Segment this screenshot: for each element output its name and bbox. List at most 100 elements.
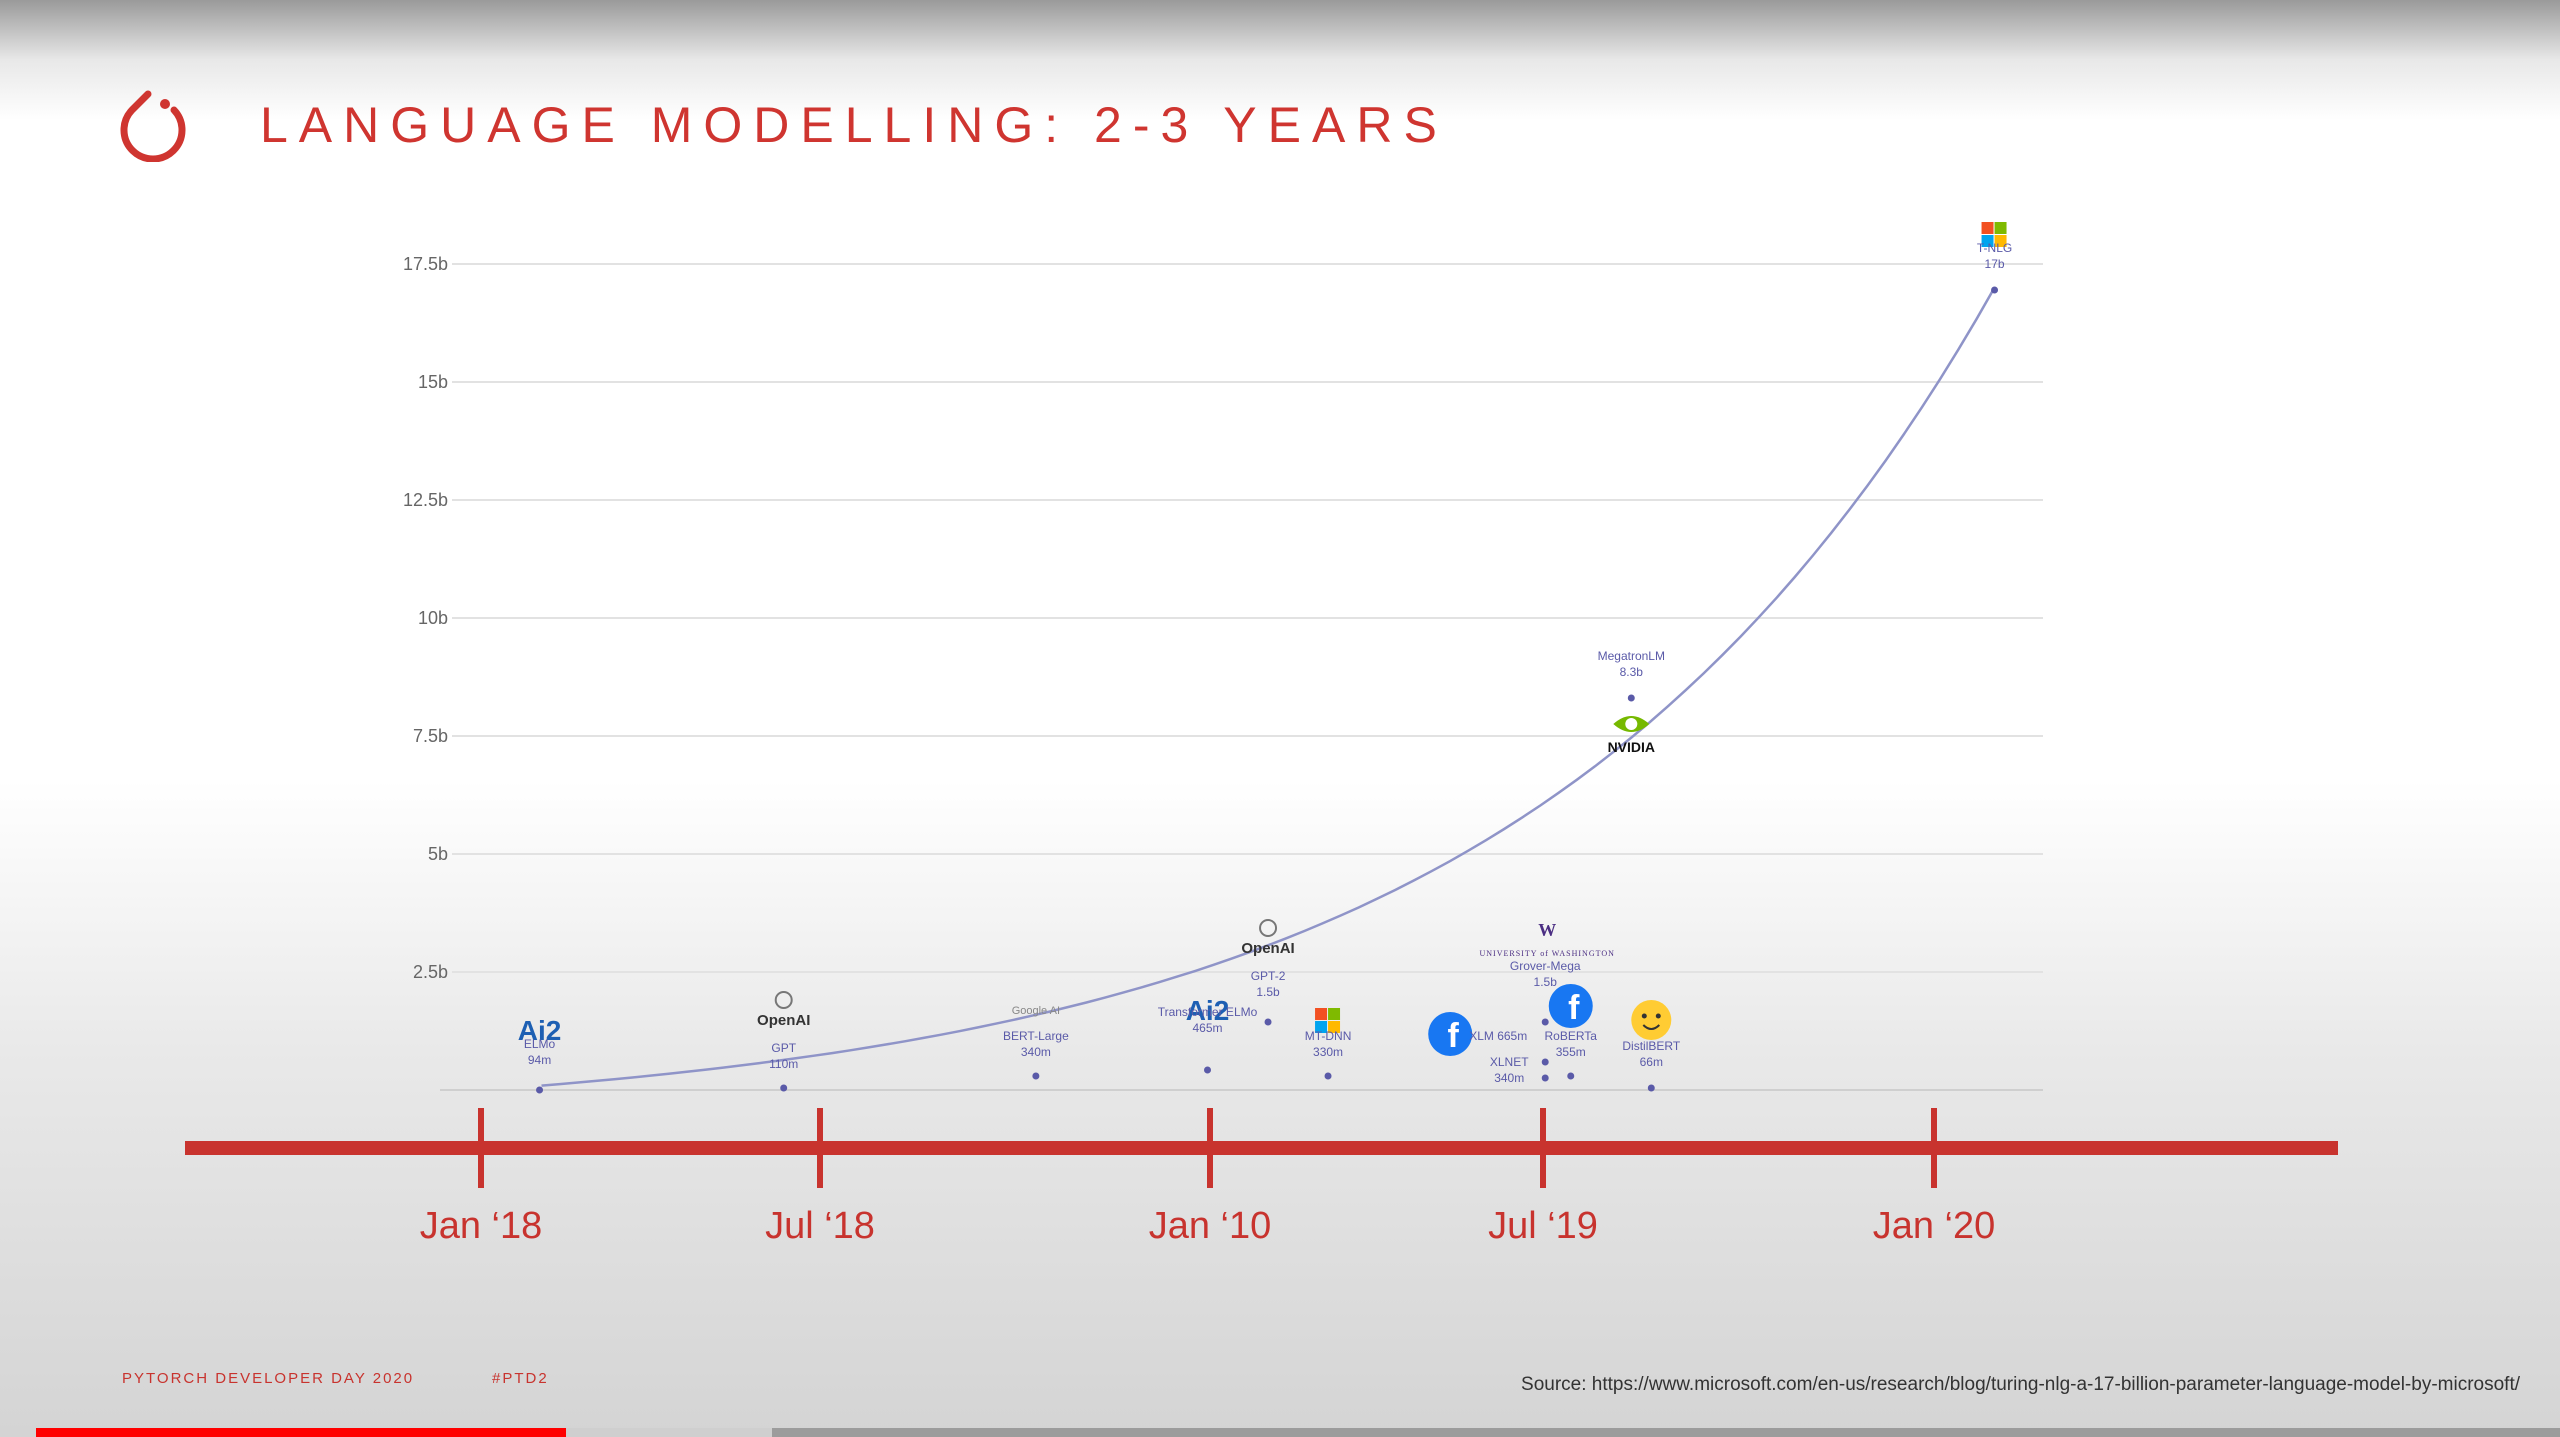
google-ai-logo-icon: Google AI: [1012, 1005, 1060, 1017]
y-tick-label: 5b: [428, 844, 448, 864]
point-label-size: 340m: [1494, 1071, 1524, 1085]
timeline-label: Jan ‘10: [1149, 1205, 1272, 1247]
data-point: BERT-Large 340m: [1003, 1029, 1069, 1080]
data-point-dot: [780, 1084, 788, 1092]
source-citation: Source: https://www.microsoft.com/en-us/…: [1521, 1374, 2520, 1395]
chart-grid: [452, 263, 2043, 973]
data-point-dot: [536, 1086, 544, 1094]
video-progress-fill[interactable]: [36, 1428, 566, 1437]
uw-wordmark: UNIVERSITY of WASHINGTON: [1480, 949, 1615, 958]
point-label-size: 110m: [769, 1057, 798, 1071]
point-label-size: 94m: [528, 1053, 551, 1067]
data-point: XLNET 340m: [1490, 1055, 1549, 1085]
point-label-model: Transformer ELMo: [1158, 1005, 1258, 1019]
point-label-size: 8.3b: [1620, 665, 1644, 679]
data-point-dot: [1541, 1074, 1549, 1082]
openai-wordmark: OpenAI: [757, 1012, 810, 1029]
microsoft-logo-icon: [1315, 1008, 1328, 1020]
openai-logo-icon: [1259, 919, 1278, 937]
data-point-dot: [1032, 1072, 1040, 1080]
uw-logo-icon: W: [1538, 920, 1556, 940]
point-label-size: 465m: [1192, 1021, 1222, 1035]
nvidia-eye-icon: [1625, 718, 1638, 730]
trend-curve: [541, 286, 1996, 1087]
data-point: DistilBERT 66m: [1622, 1039, 1681, 1092]
footer-hashtag: #PTD2: [492, 1370, 549, 1387]
data-point-dot: [1541, 1058, 1549, 1066]
microsoft-logo-icon: [1328, 1021, 1341, 1033]
hugging-face-mouth: [1642, 1024, 1660, 1030]
point-label-size: 330m: [1313, 1045, 1343, 1059]
hugging-face-eye: [1655, 1013, 1661, 1019]
point-label-size: 1.5b: [1534, 975, 1558, 989]
data-point: XLM 665m: [1469, 1029, 1549, 1066]
y-tick-label: 2.5b: [413, 962, 448, 982]
timeline-label: Jul ‘19: [1488, 1205, 1598, 1247]
point-label-model: ELMo: [524, 1037, 556, 1051]
y-tick-label: 10b: [418, 608, 448, 628]
point-label-model: T-NLG: [1977, 241, 2012, 255]
pytorch-logo-icon: [120, 90, 186, 162]
data-point: MT-DNN 330m: [1305, 1029, 1351, 1080]
point-label-model: Grover-Mega: [1510, 959, 1581, 973]
data-point: GPT 110m: [769, 1041, 798, 1092]
ai2-logo-icon: Ai2: [1186, 995, 1230, 1026]
data-point: T-NLG 17b: [1977, 241, 2012, 294]
openai-logo-icon: [774, 991, 793, 1009]
y-tick-label: 7.5b: [413, 726, 448, 746]
data-point-dot: [1567, 1072, 1575, 1080]
point-label-model: XLNET: [1490, 1055, 1529, 1069]
data-point: RoBERTa 355m: [1545, 1029, 1598, 1080]
microsoft-logo-icon: [1981, 235, 1994, 247]
data-point-dot: [1541, 1018, 1549, 1026]
microsoft-logo-icon: [1328, 1008, 1341, 1020]
data-point: MegatronLM 8.3b: [1598, 649, 1665, 702]
facebook-logo-icon: [1428, 1012, 1473, 1056]
point-label-model: RoBERTa: [1545, 1029, 1598, 1043]
y-tick-label: 15b: [418, 372, 448, 392]
y-axis-tick-labels: 2.5b 5b 7.5b 10b 12.5b 15b 17.5b: [403, 254, 448, 982]
hugging-face-eye: [1641, 1013, 1647, 1019]
point-label-size: 66m: [1640, 1055, 1663, 1069]
y-tick-label: 12.5b: [403, 490, 448, 510]
data-point-dot: [1627, 694, 1635, 702]
footer-event: PYTORCH DEVELOPER DAY 2020: [122, 1370, 415, 1387]
data-point-dot: [1991, 286, 1999, 294]
data-point: ELMo 94m: [524, 1037, 556, 1094]
openai-wordmark: OpenAI: [1241, 940, 1294, 957]
slide-title: LANGUAGE MODELLING: 2-3 YEARS: [260, 97, 1448, 153]
nvidia-wordmark: NVIDIA: [1608, 739, 1655, 755]
timeline-label: Jan ‘20: [1873, 1205, 1996, 1247]
facebook-logo-glyph: f: [1568, 989, 1580, 1027]
point-label-model: XLM 665m: [1469, 1029, 1527, 1043]
point-label-model: MegatronLM: [1598, 649, 1665, 663]
point-label-size: 17b: [1985, 257, 2005, 271]
org-logos: Ai2 OpenAI Google AI Ai2 OpenAI f W UNIVERSITY …: [518, 222, 2007, 1056]
data-point-dot: [1204, 1066, 1211, 1074]
timeline-label: Jan ‘18: [420, 1205, 543, 1247]
data-point: Grover-Mega 1.5b: [1510, 959, 1581, 1026]
timeline: Jan ‘18 Jul ‘18 Jan ‘10 Jul ‘19 Jan ‘20: [185, 1108, 2338, 1247]
point-label-model: GPT: [771, 1041, 796, 1055]
microsoft-logo-icon: [1981, 222, 1994, 234]
data-point-dot: [1647, 1084, 1655, 1092]
point-label-size: 340m: [1021, 1045, 1051, 1059]
y-tick-label: 17.5b: [403, 254, 448, 274]
data-point-dot: [1264, 1018, 1272, 1026]
data-points: ELMo 94m GPT 110m BERT-Large 340m Transformer …: [524, 241, 2012, 1094]
facebook-logo-glyph: f: [1448, 1017, 1460, 1055]
ai2-logo-icon: Ai2: [518, 1015, 562, 1046]
point-label-size: 355m: [1556, 1045, 1586, 1059]
timeline-label: Jul ‘18: [765, 1205, 875, 1247]
point-label-size: 1.5b: [1256, 985, 1280, 999]
microsoft-logo-icon: [1994, 222, 2007, 234]
point-label-model: GPT-2: [1251, 969, 1286, 983]
video-progress-track[interactable]: [36, 1428, 2560, 1437]
data-point: Transformer ELMo 465m: [1158, 1005, 1258, 1074]
microsoft-logo-icon: [1994, 235, 2007, 247]
microsoft-logo-icon: [1315, 1021, 1328, 1033]
point-label-model: DistilBERT: [1622, 1039, 1680, 1053]
facebook-logo-icon: [1548, 984, 1593, 1028]
hugging-face-logo-icon: [1631, 1000, 1672, 1040]
